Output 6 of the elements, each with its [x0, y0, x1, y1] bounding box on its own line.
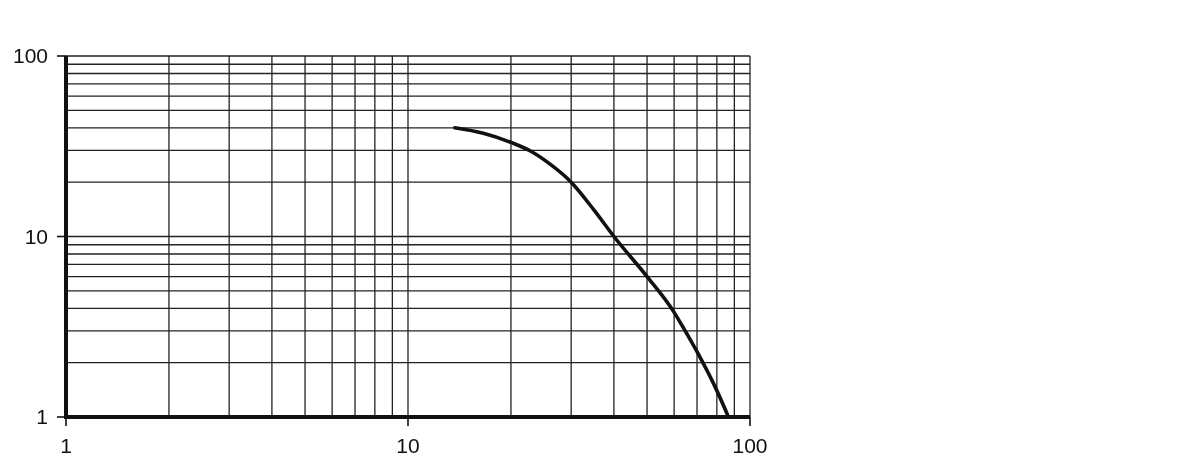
- x-tick-label: 1: [60, 434, 72, 457]
- y-tick-label: 100: [12, 44, 48, 68]
- x-tick-label: 100: [732, 434, 768, 457]
- x-tick-label: 10: [396, 434, 420, 457]
- y-tick-label: 1: [36, 405, 48, 429]
- y-tick-label: 10: [24, 224, 48, 248]
